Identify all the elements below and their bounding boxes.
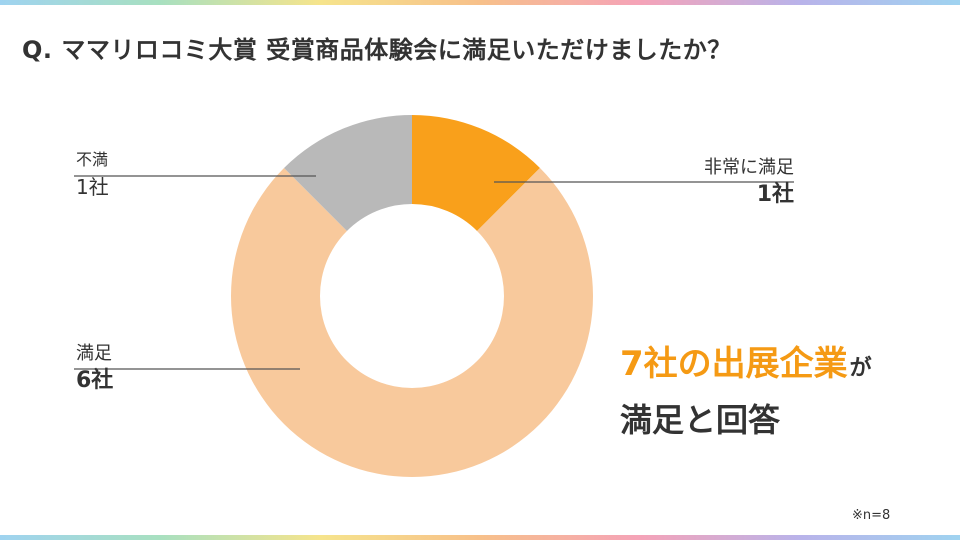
label-very-satisfied: 非常に満足 1社 xyxy=(640,158,794,208)
label-dissatisfied-count: 1社 xyxy=(76,175,109,199)
label-satisfied: 満足 6社 xyxy=(76,344,113,394)
slice-very-satisfied xyxy=(412,115,540,231)
label-satisfied-count: 6社 xyxy=(76,368,114,393)
callout-line1: 7社の出展企業が xyxy=(620,336,872,385)
top-gradient-stripe xyxy=(0,0,960,5)
callout-line2: 満足と回答 xyxy=(620,401,781,439)
label-very-satisfied-name: 非常に満足 xyxy=(704,157,794,178)
question-title: Q. ママリロコミ大賞 受賞商品体験会に満足いただけましたか？ xyxy=(22,36,732,64)
label-dissatisfied: 不満 1社 xyxy=(76,150,109,200)
slice-dissatisfied xyxy=(284,115,412,231)
callout: 7社の出展企業が 満足と回答 xyxy=(620,336,872,441)
label-very-satisfied-count: 1社 xyxy=(756,182,794,207)
callout-particle: が xyxy=(849,356,872,381)
slice-satisfied xyxy=(231,168,593,477)
sample-size-note: ※n=8 xyxy=(852,508,891,523)
callout-highlight: 7社の出展企業 xyxy=(620,344,848,384)
bottom-gradient-stripe xyxy=(0,535,960,540)
label-satisfied-name: 満足 xyxy=(76,343,112,364)
label-dissatisfied-name: 不満 xyxy=(76,150,109,169)
